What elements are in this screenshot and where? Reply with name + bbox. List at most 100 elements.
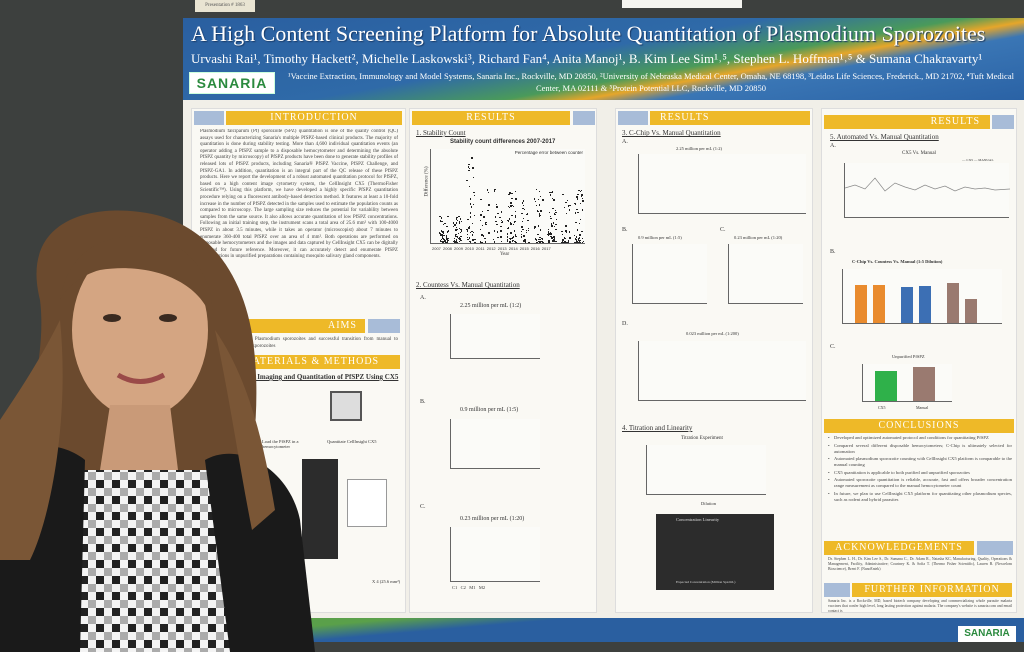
scatter-dot bbox=[551, 223, 553, 225]
conclusions-list: Developed and optimized automated protoc… bbox=[828, 435, 1012, 504]
scatter-dot bbox=[562, 241, 564, 243]
scatter-dot bbox=[460, 220, 463, 222]
unpurified-title: Unpurified PfSPZ bbox=[892, 354, 925, 359]
scatter-dot bbox=[541, 237, 543, 240]
scatter-dot bbox=[578, 237, 580, 240]
scatter-dot bbox=[471, 230, 473, 233]
scatter-dot bbox=[565, 231, 568, 233]
scatter-dot bbox=[542, 199, 544, 201]
scatter-dot bbox=[500, 219, 503, 221]
poster-title: A High Content Screening Platform for Ab… bbox=[191, 21, 986, 46]
scatter-dot bbox=[441, 237, 444, 239]
scatter-dot bbox=[471, 222, 473, 225]
scatter-dot bbox=[550, 235, 552, 238]
results-heading-2: RESULTS bbox=[650, 111, 810, 125]
scatter-dot bbox=[511, 197, 513, 200]
scatter-dot bbox=[447, 237, 450, 240]
titration-heading: 4. Titration and Linearity bbox=[622, 424, 693, 432]
introduction-heading: INTRODUCTION bbox=[226, 111, 402, 125]
countess-x-ticks: C1 C2 M1 M2 bbox=[452, 585, 486, 590]
scatter-dot bbox=[535, 189, 537, 191]
scatter-dot bbox=[454, 224, 456, 227]
scatter-dot bbox=[467, 230, 469, 232]
jacket-right bbox=[205, 453, 315, 652]
scatter-dot bbox=[459, 221, 461, 223]
scatter-dot bbox=[523, 200, 525, 202]
scatter-dot bbox=[582, 200, 584, 202]
scatter-dot bbox=[579, 219, 582, 221]
scatter-dot bbox=[521, 226, 523, 228]
methods-heading: MATERIALS & METHODS bbox=[222, 355, 400, 369]
scatter-dot bbox=[473, 191, 475, 194]
countess-b-title: 0.9 million per mL (1:5) bbox=[460, 407, 519, 413]
scatter-dot bbox=[467, 233, 469, 235]
scatter-dot bbox=[445, 240, 447, 242]
scatter-dot bbox=[469, 232, 472, 234]
scatter-dot bbox=[499, 230, 501, 233]
scatter-dot bbox=[474, 241, 476, 243]
scatter-dot bbox=[454, 224, 456, 226]
scatter-dot bbox=[469, 198, 471, 200]
scatter-dot bbox=[538, 204, 540, 206]
scatter-dot bbox=[563, 206, 566, 208]
scatter-dot bbox=[442, 238, 445, 240]
scatter-dot bbox=[569, 205, 571, 207]
scatter-dot bbox=[469, 212, 472, 214]
scatter-dot bbox=[578, 237, 581, 239]
scatter-dot bbox=[479, 228, 481, 231]
scatter-dot bbox=[577, 193, 579, 196]
scatter-dot bbox=[511, 214, 513, 217]
scatter-dot bbox=[547, 233, 549, 236]
scatter-dot bbox=[496, 206, 498, 208]
unpurified-x1: CX5 bbox=[878, 405, 886, 410]
scatter-dot bbox=[509, 241, 511, 243]
acknowledgements-heading: ACKNOWLEDGEMENTS bbox=[824, 541, 974, 555]
scatter-dot bbox=[440, 230, 443, 232]
scatter-dot bbox=[579, 241, 582, 243]
countess-b-plot bbox=[450, 419, 540, 469]
scatter-dot bbox=[567, 240, 570, 243]
scatter-dot bbox=[480, 198, 482, 201]
stability-count-heading: 1. Stability Count bbox=[416, 129, 466, 137]
scatter-dot bbox=[496, 223, 498, 226]
scatter-dot bbox=[452, 225, 454, 228]
scatter-dot bbox=[506, 239, 508, 241]
countess-a-title: 2.25 million per mL (1:2) bbox=[460, 303, 522, 309]
scatter-dot bbox=[554, 225, 556, 228]
scatter-dot bbox=[507, 220, 510, 222]
scatter-dot bbox=[515, 198, 517, 200]
scatter-dot bbox=[507, 206, 510, 208]
scatter-dot bbox=[568, 239, 570, 242]
line-series bbox=[844, 177, 1011, 192]
scatter-dot bbox=[439, 215, 441, 217]
scatter-dot bbox=[459, 240, 461, 243]
scatter-dot bbox=[548, 241, 551, 243]
scatter-dot bbox=[549, 191, 551, 194]
scatter-dot bbox=[442, 241, 445, 243]
scatter-dot bbox=[439, 220, 441, 222]
acknowledgements-text: Dr. Stephen L. H., Dr. Kim Lee S., Dr. S… bbox=[828, 557, 1012, 571]
stability-chart-note: Percentage error between counter bbox=[514, 150, 583, 155]
scatter-dot bbox=[562, 233, 564, 236]
cchip-c-title: 0.23 million per mL (1:20) bbox=[734, 235, 783, 240]
scatter-dot bbox=[495, 220, 497, 223]
scatter-dot bbox=[523, 240, 525, 243]
scatter-dot bbox=[512, 237, 514, 239]
cchip-b-plot bbox=[632, 244, 707, 304]
scatter-dot bbox=[454, 240, 456, 242]
fluorescence-images bbox=[302, 459, 338, 559]
scatter-dot bbox=[575, 240, 577, 242]
scatter-dot bbox=[553, 236, 555, 238]
scatter-dot bbox=[444, 222, 446, 225]
scatter-dot bbox=[455, 241, 457, 243]
scatter-dot bbox=[565, 201, 567, 204]
scatter-dot bbox=[508, 206, 511, 209]
scatter-dot bbox=[500, 236, 502, 238]
scatter-dot bbox=[509, 221, 512, 223]
face bbox=[72, 242, 208, 418]
poster-footer bbox=[183, 618, 1024, 642]
scatter-dot bbox=[468, 227, 470, 229]
method-step-load: Load the PfSPZ in a hemocytometer bbox=[262, 439, 299, 449]
scatter-dot bbox=[458, 237, 460, 239]
scatter-dot bbox=[537, 211, 539, 213]
